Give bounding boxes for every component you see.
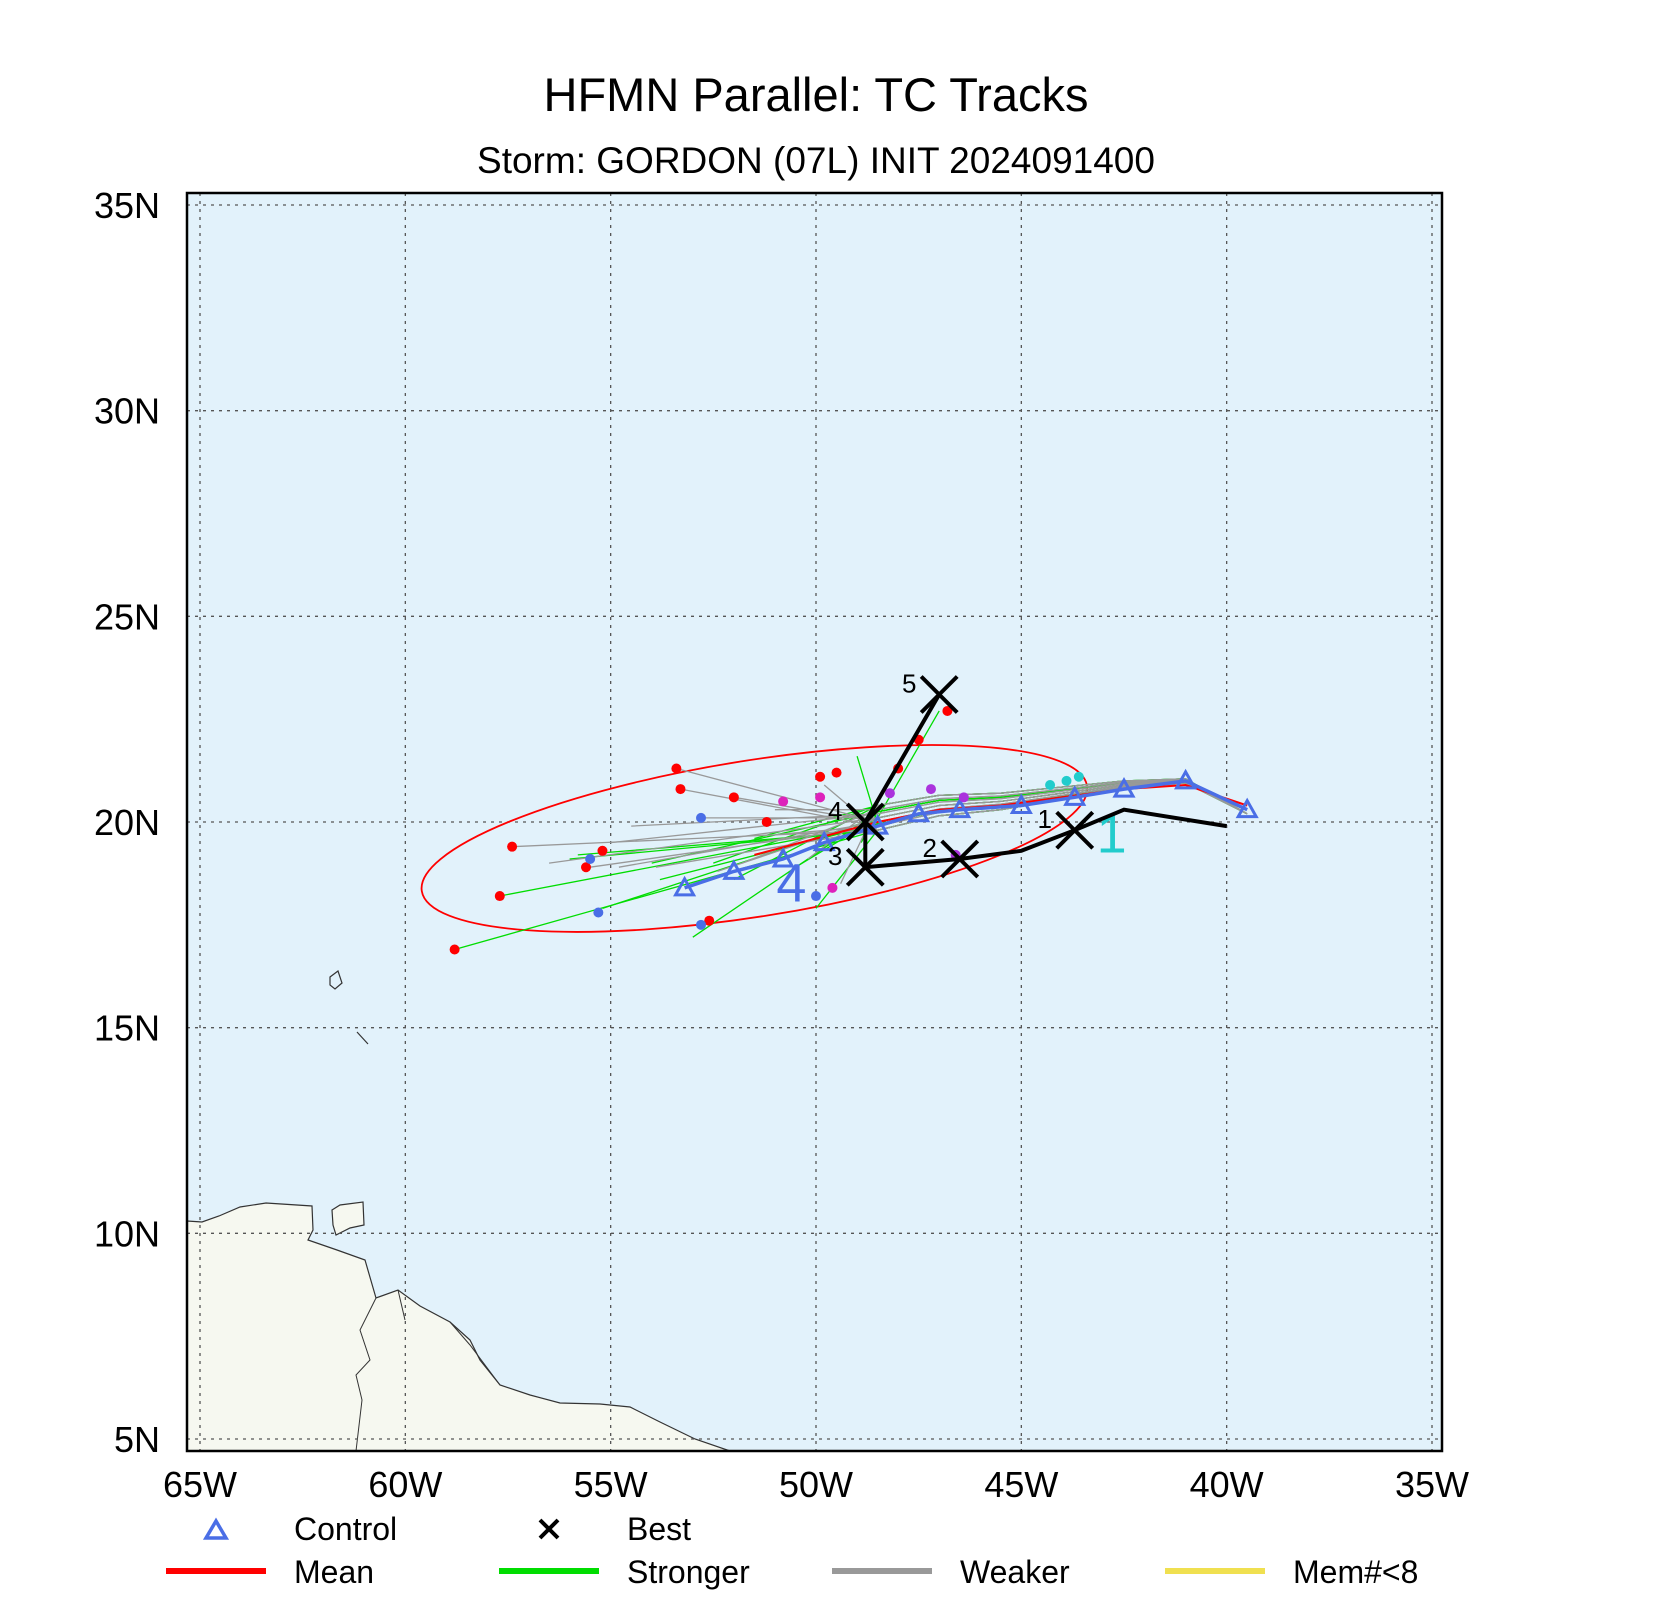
member-endpoint-dot bbox=[815, 771, 826, 782]
control-day-label: 4 bbox=[776, 854, 806, 914]
best-track-day-label: 5 bbox=[902, 668, 916, 698]
best-track-x-marker bbox=[845, 802, 885, 842]
plot-frame bbox=[185, 191, 1444, 1453]
member-endpoint-dot bbox=[581, 862, 592, 873]
x-tick-label: 65W bbox=[163, 1464, 237, 1505]
best-track-day-label: 1 bbox=[1037, 804, 1051, 834]
member-endpoint-dot bbox=[925, 784, 936, 795]
member-endpoint-dot bbox=[1061, 775, 1072, 786]
y-tick-label: 35N bbox=[94, 185, 160, 226]
y-tick-label: 15N bbox=[94, 1008, 160, 1049]
control-triangle-marker bbox=[1063, 785, 1087, 806]
member-endpoint-dot bbox=[884, 788, 895, 799]
y-tick-label: 10N bbox=[94, 1213, 160, 1254]
y-tick-label: 20N bbox=[94, 802, 160, 843]
member-endpoint-dot bbox=[942, 705, 953, 716]
coastline-detail bbox=[355, 1289, 501, 1451]
grid-lines bbox=[187, 193, 1442, 1451]
member-endpoint-dot bbox=[761, 817, 772, 827]
x-tick-label: 60W bbox=[368, 1464, 442, 1505]
control-track bbox=[684, 779, 1248, 890]
member-endpoint-dot bbox=[494, 891, 505, 902]
best-track-day-label: 2 bbox=[922, 833, 936, 863]
control-triangle-marker bbox=[812, 830, 836, 852]
member-endpoint-dot bbox=[958, 792, 969, 803]
member-endpoint-dot bbox=[671, 763, 682, 774]
member-endpoint-dot bbox=[507, 841, 518, 852]
legend: Control Best Mean Stronger Weaker Mem#<8 bbox=[166, 1511, 1418, 1590]
y-tick-label: 5N bbox=[114, 1419, 160, 1460]
control-triangle-marker bbox=[1112, 777, 1136, 798]
best-track-x-marker bbox=[845, 847, 885, 887]
chart-subtitle: Storm: GORDON (07L) INIT 2024091400 bbox=[477, 140, 1155, 181]
control-triangle-marker bbox=[1174, 768, 1198, 790]
control-triangle-marker bbox=[1009, 793, 1033, 815]
axis-ticks: 65W 60W 55W 50W 45W 40W 35W5N10N15N20N25N30N35… bbox=[94, 185, 1469, 1505]
x-tick-label: 45W bbox=[984, 1464, 1058, 1505]
chart-title: HFMN Parallel: TC Tracks bbox=[544, 68, 1089, 121]
legend-control-symbol bbox=[202, 1517, 230, 1540]
member-endpoint-dot bbox=[593, 907, 604, 918]
best-track-day-label: 3 bbox=[828, 841, 842, 871]
legend-label: Mean bbox=[294, 1554, 374, 1590]
control-triangle-marker bbox=[948, 797, 972, 819]
legend-label: Weaker bbox=[960, 1554, 1070, 1590]
best-track bbox=[863, 693, 1228, 870]
member-endpoint-dot bbox=[815, 792, 826, 803]
member-endpoint-dot bbox=[585, 854, 596, 865]
control-triangle-marker bbox=[1235, 797, 1259, 819]
control-triangle-marker bbox=[907, 801, 931, 823]
best-track-day-label: 4 bbox=[828, 796, 842, 826]
legend-label: Stronger bbox=[627, 1554, 750, 1590]
member-endpoint-dot bbox=[778, 796, 789, 807]
member-endpoint-dot bbox=[728, 792, 739, 803]
control-triangle-marker bbox=[771, 846, 795, 868]
trinidad-island bbox=[331, 1201, 365, 1236]
member-endpoint-dot bbox=[704, 915, 715, 926]
legend-label: Mem#<8 bbox=[1293, 1554, 1418, 1590]
weaker-member-track bbox=[610, 779, 1248, 844]
y-tick-label: 30N bbox=[94, 391, 160, 432]
x-tick-label: 35W bbox=[1395, 1464, 1469, 1505]
island-small-2 bbox=[356, 1031, 369, 1045]
best-track-x-marker bbox=[940, 839, 980, 879]
member-endpoint-dot bbox=[1045, 779, 1056, 790]
x-tick-label: 50W bbox=[779, 1464, 853, 1505]
x-tick-label: 55W bbox=[574, 1464, 648, 1505]
x-tick-label: 40W bbox=[1190, 1464, 1264, 1505]
member-endpoint-dot bbox=[597, 845, 608, 856]
control-triangle-marker bbox=[673, 875, 697, 897]
best-track-x-marker bbox=[919, 675, 959, 714]
member-endpoint-dot bbox=[449, 944, 460, 955]
weaker-member-track bbox=[741, 778, 1248, 864]
y-tick-label: 25N bbox=[94, 596, 160, 637]
member-endpoint-dot bbox=[1073, 771, 1084, 782]
member-endpoint-dot bbox=[696, 919, 707, 930]
member-endpoint-dot bbox=[831, 767, 842, 778]
legend-best-symbol bbox=[538, 1518, 560, 1540]
legend-label: Control bbox=[294, 1511, 397, 1547]
island-small-1 bbox=[329, 970, 343, 990]
south-america-land bbox=[187, 1202, 731, 1451]
member-endpoint-dot bbox=[696, 812, 707, 823]
member-endpoint-dot bbox=[811, 891, 821, 902]
member-endpoint-dot bbox=[675, 784, 686, 795]
control-triangle-marker bbox=[722, 859, 746, 880]
best-track-x-marker bbox=[1055, 810, 1095, 850]
member-endpoint-dot bbox=[827, 882, 838, 893]
legend-label: Best bbox=[627, 1511, 691, 1547]
